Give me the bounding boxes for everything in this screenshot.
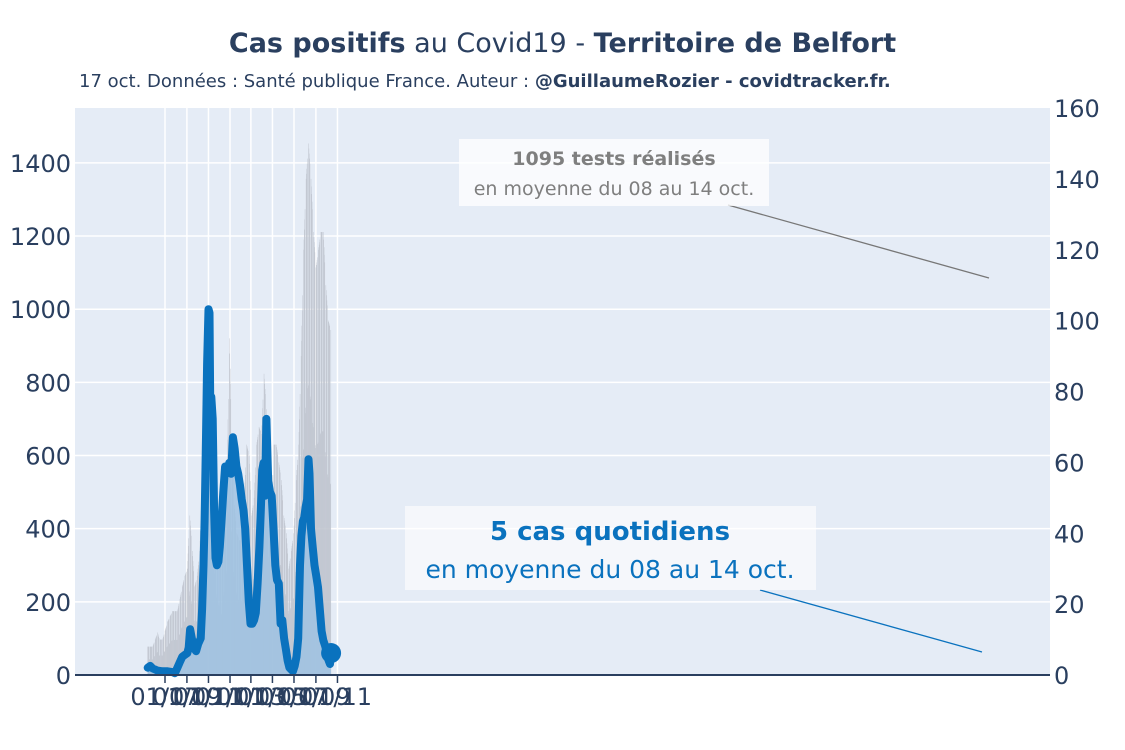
- x-tick-label: 01/05: [238, 683, 307, 711]
- y-right-tick-label: 120: [1054, 237, 1100, 265]
- x-tick-label: 01/01: [195, 683, 264, 711]
- x-tick-label: 01/11: [174, 683, 243, 711]
- cases-line: [143, 305, 342, 678]
- y-left-tick-label: 1000: [10, 296, 71, 324]
- y-left-tick-label: 800: [25, 369, 71, 397]
- x-tick-label: 01/09: [152, 683, 221, 711]
- y-right-tick-label: 100: [1054, 308, 1100, 336]
- cases-annotation-arrow: [759, 589, 983, 653]
- y-left-tick-label: 200: [25, 589, 71, 617]
- x-tick-label: 01/03: [216, 683, 285, 711]
- cases-line-path: [143, 305, 336, 678]
- y-right-tick-label: 80: [1054, 379, 1085, 407]
- cases-annotation-box: [405, 506, 816, 590]
- x-tick-label: 01/07: [130, 683, 199, 711]
- cases-annotation-value: 5 cas quotidiens: [490, 517, 730, 547]
- cases-last-point: [321, 643, 342, 664]
- chart-title: Cas positifs au Covid19 - Territoire de …: [228, 28, 897, 59]
- x-tick-label: 01/09: [281, 683, 350, 711]
- x-tick-label: 01/11: [303, 683, 372, 711]
- y-right-tick-label: 60: [1054, 449, 1085, 477]
- y-right-tick-label: 160: [1054, 95, 1100, 123]
- y-right-tick-label: 20: [1054, 591, 1085, 619]
- tests-annotation-period: en moyenne du 08 au 14 oct.: [474, 178, 755, 200]
- x-tick-label: 01/07: [259, 683, 328, 711]
- chart-subtitle: 17 oct. Données : Santé publique France.…: [79, 71, 891, 92]
- tests-annotation-value: 1095 tests réalisés: [512, 148, 715, 170]
- cases-annotation-period: en moyenne du 08 au 14 oct.: [425, 555, 794, 584]
- y-left-tick-label: 1400: [10, 150, 71, 178]
- y-right-tick-label: 40: [1054, 520, 1085, 548]
- y-left-tick-label: 400: [25, 516, 71, 544]
- y-right-tick-label: 140: [1054, 166, 1100, 194]
- y-left-tick-label: 0: [56, 662, 71, 690]
- axes: 0 200 400 600 800 1000 1200 1400 0 20 40 60 80 100 120…: [10, 95, 1100, 711]
- tests-annotation-arrow: [727, 204, 990, 279]
- annotations: 1095 tests réalisés en moyenne du 08 au …: [405, 139, 990, 653]
- y-left-tick-label: 1200: [10, 223, 71, 251]
- tests-annotation-box: [459, 139, 769, 206]
- y-right-tick-label: 0: [1054, 662, 1069, 690]
- y-left-tick-label: 600: [25, 443, 71, 471]
